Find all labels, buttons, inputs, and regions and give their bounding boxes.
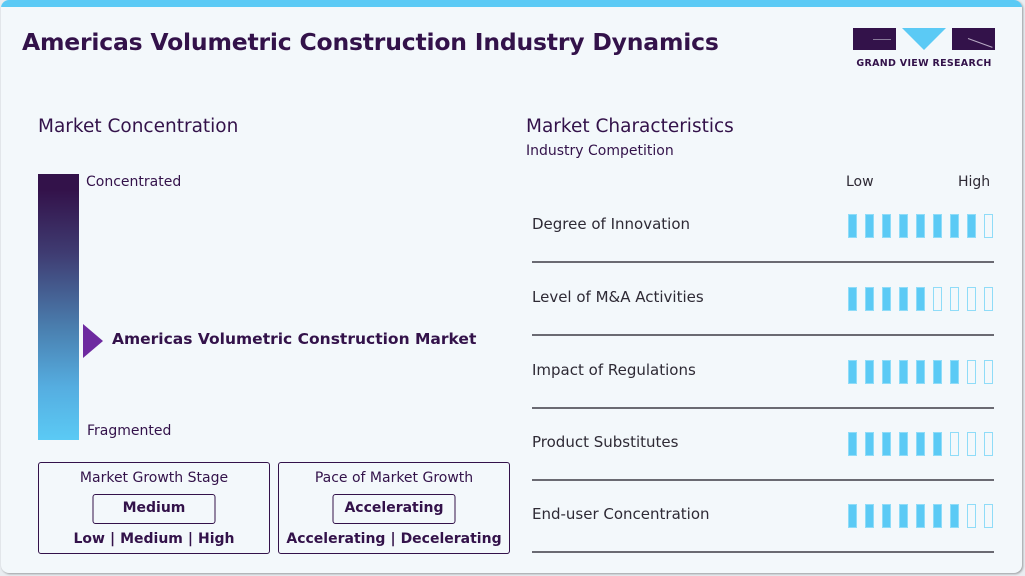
rating-segment-empty <box>933 287 942 311</box>
rating-segment-empty <box>967 432 976 456</box>
rating-bar-meter <box>848 360 993 384</box>
rating-segment-empty <box>950 432 959 456</box>
rating-segment-empty <box>984 214 993 238</box>
logo-r-block-icon <box>952 28 995 50</box>
rating-segment-filled <box>882 504 891 528</box>
rating-segment-filled <box>916 287 925 311</box>
option-medium: Medium <box>120 531 183 547</box>
growth-stage-options: Low | Medium | High <box>39 531 269 547</box>
rating-segment-empty <box>984 287 993 311</box>
rating-segment-filled <box>865 432 874 456</box>
scale-low-label: Low <box>846 174 874 190</box>
logo-g-block-icon <box>853 28 896 50</box>
rating-segment-empty <box>967 360 976 384</box>
market-concentration-heading: Market Concentration <box>38 116 239 137</box>
concentrated-label: Concentrated <box>86 174 182 190</box>
rating-segment-filled <box>899 432 908 456</box>
row-divider <box>532 551 994 553</box>
separator: | <box>390 531 396 547</box>
growth-pace-title: Pace of Market Growth <box>314 470 474 486</box>
rating-bar-meter <box>848 432 993 456</box>
rating-segment-filled <box>899 287 908 311</box>
rating-segment-filled <box>933 360 942 384</box>
rating-segment-filled <box>916 504 925 528</box>
option-high: High <box>198 531 235 547</box>
rating-segment-filled <box>916 360 925 384</box>
rating-segment-filled <box>865 287 874 311</box>
rating-segment-empty <box>984 504 993 528</box>
rating-segment-filled <box>865 214 874 238</box>
rating-bar-meter <box>848 287 993 311</box>
rating-segment-empty <box>967 504 976 528</box>
market-marker-label: Americas Volumetric Construction Market <box>112 330 477 348</box>
rating-segment-filled <box>899 214 908 238</box>
rating-segment-filled <box>848 504 857 528</box>
characteristic-label: Product Substitutes <box>532 433 679 451</box>
option-decelerating: Decelerating <box>400 531 502 547</box>
rating-segment-filled <box>899 360 908 384</box>
logo-v-triangle-icon <box>902 28 946 50</box>
rating-segment-filled <box>933 432 942 456</box>
rating-segment-filled <box>933 504 942 528</box>
concentration-gradient-bar <box>38 174 79 440</box>
growth-pace-options: Accelerating | Decelerating <box>279 531 509 547</box>
row-divider <box>532 479 994 481</box>
page-title: Americas Volumetric Construction Industr… <box>22 28 719 56</box>
rating-segment-filled <box>848 287 857 311</box>
rating-segment-empty <box>984 360 993 384</box>
separator: | <box>187 531 194 547</box>
rating-segment-empty <box>984 432 993 456</box>
row-divider <box>532 334 994 336</box>
rating-segment-filled <box>865 360 874 384</box>
rating-segment-empty <box>950 287 959 311</box>
grand-view-research-logo: GRAND VIEW RESEARCH <box>853 28 995 72</box>
pace-of-market-growth-box: Pace of Market Growth Accelerating Accel… <box>278 462 510 554</box>
rating-segment-filled <box>848 360 857 384</box>
rating-segment-filled <box>950 360 959 384</box>
rating-segment-filled <box>933 214 942 238</box>
growth-pace-value: Accelerating <box>332 494 456 524</box>
characteristic-label: End-user Concentration <box>532 505 710 523</box>
rating-segment-filled <box>882 287 891 311</box>
characteristic-label: Level of M&A Activities <box>532 288 704 306</box>
option-low: Low <box>73 531 105 547</box>
growth-stage-value: Medium <box>92 494 216 524</box>
characteristic-label: Degree of Innovation <box>532 215 691 233</box>
row-divider <box>532 261 994 263</box>
market-characteristics-heading: Market Characteristics <box>526 116 734 137</box>
rating-bar-meter <box>848 214 993 238</box>
rating-segment-filled <box>882 360 891 384</box>
rating-segment-filled <box>848 432 857 456</box>
rating-segment-filled <box>950 214 959 238</box>
rating-segment-empty <box>967 287 976 311</box>
growth-stage-title: Market Growth Stage <box>79 470 229 486</box>
market-pointer-triangle-icon <box>83 324 103 358</box>
rating-segment-filled <box>882 432 891 456</box>
rating-segment-filled <box>916 432 925 456</box>
logo-text: GRAND VIEW RESEARCH <box>856 58 992 69</box>
rating-segment-filled <box>848 214 857 238</box>
accent-top-bar <box>1 0 1022 7</box>
row-divider <box>532 407 994 409</box>
rating-segment-filled <box>967 214 976 238</box>
rating-segment-filled <box>865 504 874 528</box>
industry-competition-subheading: Industry Competition <box>526 143 674 159</box>
rating-segment-filled <box>899 504 908 528</box>
rating-bar-meter <box>848 504 993 528</box>
separator: | <box>109 531 116 547</box>
fragmented-label: Fragmented <box>87 423 172 439</box>
rating-segment-filled <box>916 214 925 238</box>
rating-segment-filled <box>882 214 891 238</box>
rating-segment-filled <box>950 504 959 528</box>
characteristic-label: Impact of Regulations <box>532 361 696 379</box>
option-accelerating: Accelerating <box>286 531 386 547</box>
market-growth-stage-box: Market Growth Stage Medium Low | Medium | Hi… <box>38 462 270 554</box>
scale-high-label: High <box>958 174 991 190</box>
